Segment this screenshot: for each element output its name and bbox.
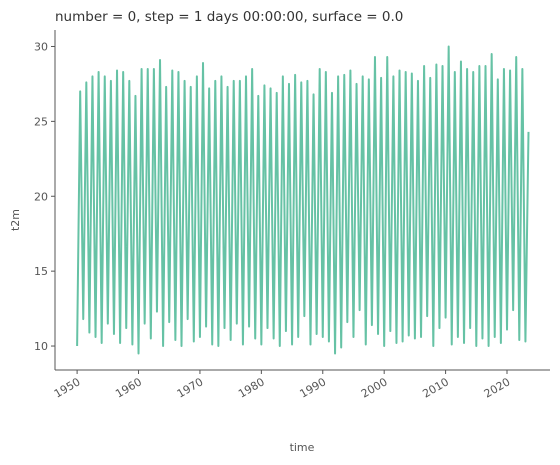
chart-title: number = 0, step = 1 days 00:00:00, surf…: [55, 9, 403, 25]
x-tick-label: 1950: [52, 375, 83, 400]
y-tick-label: 25: [34, 115, 48, 128]
y-tick-label: 30: [34, 40, 48, 53]
y-tick-label: 20: [34, 190, 48, 203]
x-tick-label: 1980: [236, 375, 267, 400]
x-tick-label: 1960: [113, 375, 144, 400]
x-axis-label: time: [290, 441, 315, 454]
y-axis-label: t2m: [9, 209, 22, 231]
y-tick-label: 15: [34, 265, 48, 278]
line: [76, 45, 530, 355]
x-tick-label: 2020: [482, 375, 513, 400]
y-tick-label: 10: [34, 340, 48, 353]
x-tick-label: 1990: [298, 375, 329, 400]
x-tick-label: 2000: [359, 375, 390, 400]
x-tick-label: 1970: [175, 375, 206, 400]
x-tick-label: 2010: [420, 375, 451, 400]
